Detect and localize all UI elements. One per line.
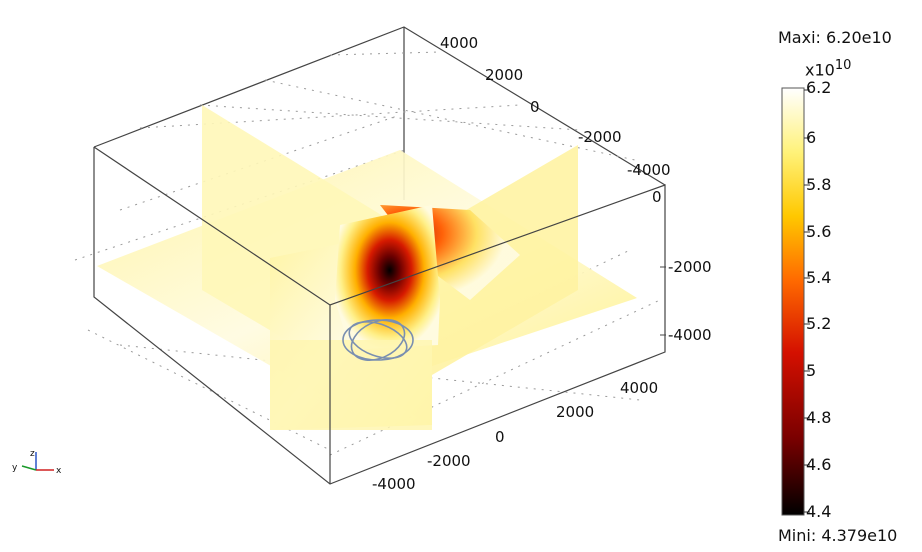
triad-y-label: y: [12, 463, 18, 473]
tick-label: -2000: [668, 258, 712, 276]
tick-label: -4000: [627, 161, 671, 179]
hot-region: [335, 205, 440, 350]
colorbar-min-label: Mini: 4.379e10: [778, 526, 898, 545]
source-coil: [342, 319, 414, 361]
colorbar-exponent-power: 10: [834, 58, 852, 73]
vertical-slice-bottom: [270, 340, 432, 430]
colorbar-tick-label: 5.4: [806, 268, 832, 287]
tick-label: 0: [495, 428, 505, 446]
triad-z-label: z: [30, 449, 35, 459]
tick-label: -4000: [372, 475, 416, 493]
box-front-edges: [93, 146, 666, 485]
tick-label: -2000: [578, 128, 622, 146]
back-axis-ticks: 4000 2000 0 -2000 -4000: [440, 34, 671, 179]
colorbar-exponent-base: x10: [805, 60, 835, 80]
colorbar-max-label: Maxi: 6.20e10: [778, 28, 892, 47]
colorbar-tick-label: 5: [806, 361, 817, 380]
colorbar-tick-label: 4.8: [806, 408, 832, 427]
right-axis-ticks: 0 -2000 -4000: [652, 188, 712, 344]
colorbar-tick-label: 4.4: [806, 502, 832, 521]
colorbar-ticks: [804, 89, 810, 513]
tick-label: 2000: [556, 403, 594, 421]
colorbar-tick-label: 6.2: [806, 78, 832, 97]
colorbar-tick-label: 5.6: [806, 222, 832, 241]
colorbar-tick-label: 4.6: [806, 455, 832, 474]
colorbar-exponent: x1010: [805, 58, 851, 79]
colorbar: [781, 87, 805, 516]
front-axis-ticks: 4000 2000 0 -2000 -4000: [372, 379, 658, 493]
tick-label: 2000: [485, 66, 523, 84]
tick-label: -2000: [427, 452, 471, 470]
tick-label: 0: [652, 188, 662, 206]
colorbar-tick-label: 5.8: [806, 175, 832, 194]
axis-triad-icon: z x y: [12, 449, 62, 476]
tick-label: -4000: [668, 326, 712, 344]
colorbar-tick-label: 5.2: [806, 314, 832, 333]
tick-label: 4000: [620, 379, 658, 397]
triad-x-label: x: [56, 466, 62, 476]
tick-label: 4000: [440, 34, 478, 52]
colorbar-tick-label: 6: [806, 128, 817, 147]
tick-label: 0: [530, 98, 540, 116]
